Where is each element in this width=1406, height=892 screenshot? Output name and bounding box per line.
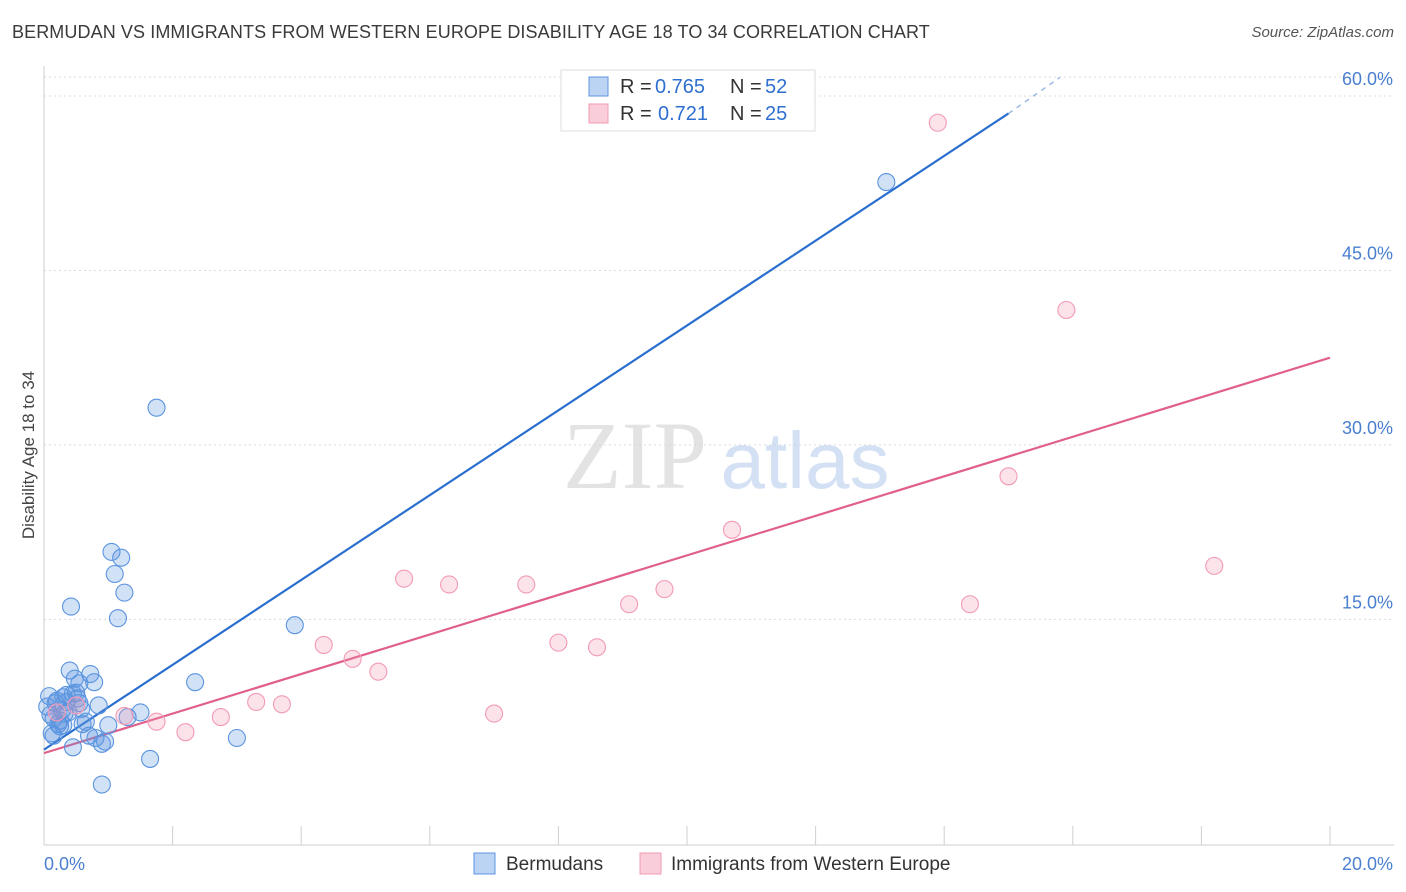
trend-lines [43,76,1331,755]
immigrants-point-5 [211,708,230,727]
bermudans-point-36 [115,583,134,602]
immigrants-point-2 [115,706,134,725]
bermudans-point-41 [186,673,205,692]
y-tick-labels: 15.0% 30.0% 45.0% 60.0% [1342,69,1393,612]
bermudans-point-22 [73,714,92,734]
legend-r-value-2: 0.721 [658,103,708,125]
bermudans-point-31 [99,716,118,735]
bermudans-point-26 [85,673,104,692]
legend-n-label-1: N = [730,76,762,98]
immigrants-point-9 [343,649,362,668]
y-tick-label-1: 30.0% [1342,418,1393,438]
immigrants-point-16 [587,638,607,657]
bermudans-point-49 [70,694,89,713]
legend-n-value-1: 52 [765,76,787,98]
bottom-legend-swatch-bermudans [473,852,496,875]
bottom-legend: Bermudans Immigrants from Western Europe [473,852,950,875]
bermudans-point-30 [96,732,115,751]
bottom-legend-label-immigrants: Immigrants from Western Europe [671,854,950,875]
bermudans-point-48 [63,684,82,703]
immigrants-point-4 [176,723,195,742]
immigrants-point-19 [722,520,742,539]
immigrants-point-22 [999,467,1018,486]
immigrants-point-7 [272,695,291,714]
immigrants-point-13 [485,704,504,723]
watermark-zip: ZIP [563,402,707,509]
immigrants-point-3 [147,712,166,731]
immigrants-point-10 [369,662,388,681]
legend-n-label-2: N = [730,103,762,125]
x-tick-labels: 0.0% 20.0% [44,854,1393,874]
immigrants-point-15 [549,633,568,652]
y-tick-label-2: 45.0% [1342,243,1393,263]
immigrants-point-20 [928,113,947,132]
immigrants-trend-line [43,356,1331,755]
immigrants-point-1 [67,696,86,715]
y-axis-label: Disability Age 18 to 34 [19,371,38,539]
bermudans-point-39 [141,749,160,768]
bermudans-point-38 [131,703,150,722]
bermudans-trend-line [43,112,1010,751]
bermudans-point-16 [63,738,82,757]
data-points [38,113,1224,794]
bermudans-point-29 [92,734,111,753]
x-tick-label-1: 20.0% [1342,854,1393,874]
bottom-legend-swatch-immigrants [639,852,662,875]
immigrants-point-8 [314,635,333,655]
y-tick-label-3: 60.0% [1342,69,1393,89]
legend-r-label-1: R = [620,76,652,98]
legend-swatch-immigrants [588,103,609,124]
immigrants-point-0 [47,703,66,722]
grid-lines [44,76,1394,620]
legend-r-label-2: R = [620,103,652,125]
bermudans-point-33 [105,564,124,584]
bermudans-point-15 [61,597,81,616]
bermudans-point-44 [92,775,111,794]
bermudans-point-35 [112,548,131,567]
immigrants-point-23 [1057,300,1076,320]
y-tick-label-0: 15.0% [1342,592,1393,612]
legend-n-value-2: 25 [765,103,787,125]
bottom-legend-label-bermudans: Bermudans [506,854,603,875]
immigrants-point-14 [517,575,536,594]
immigrants-point-11 [395,569,414,588]
bermudans-point-23 [76,712,95,731]
x-tick-label-0: 0.0% [44,854,85,874]
bermudans-point-34 [108,609,127,628]
immigrants-point-12 [440,575,459,594]
watermark: ZIP atlas [563,402,889,509]
bermudans-trend-extension [1008,76,1061,115]
immigrants-point-24 [1205,556,1224,575]
legend-swatch-bermudans [588,76,609,97]
immigrants-point-21 [960,595,979,614]
source-label: Source: ZipAtlas.com [1251,24,1394,41]
bermudans-point-43 [285,616,304,635]
legend: R = 0.765 N = 52 R = 0.721 N = 25 [560,69,816,132]
watermark-atlas: atlas [721,416,890,505]
immigrants-point-17 [620,595,639,614]
bermudans-point-32 [102,542,121,561]
immigrants-point-6 [247,692,266,711]
bermudans-point-42 [227,728,246,748]
bermudans-point-28 [89,696,108,715]
bermudans-point-40 [147,398,166,417]
bermudans-point-50 [877,173,896,192]
legend-r-value-1: 0.765 [655,76,705,98]
immigrants-point-18 [655,580,674,599]
axes [43,66,1394,846]
chart-title: BERMUDAN VS IMMIGRANTS FROM WESTERN EURO… [12,22,930,42]
